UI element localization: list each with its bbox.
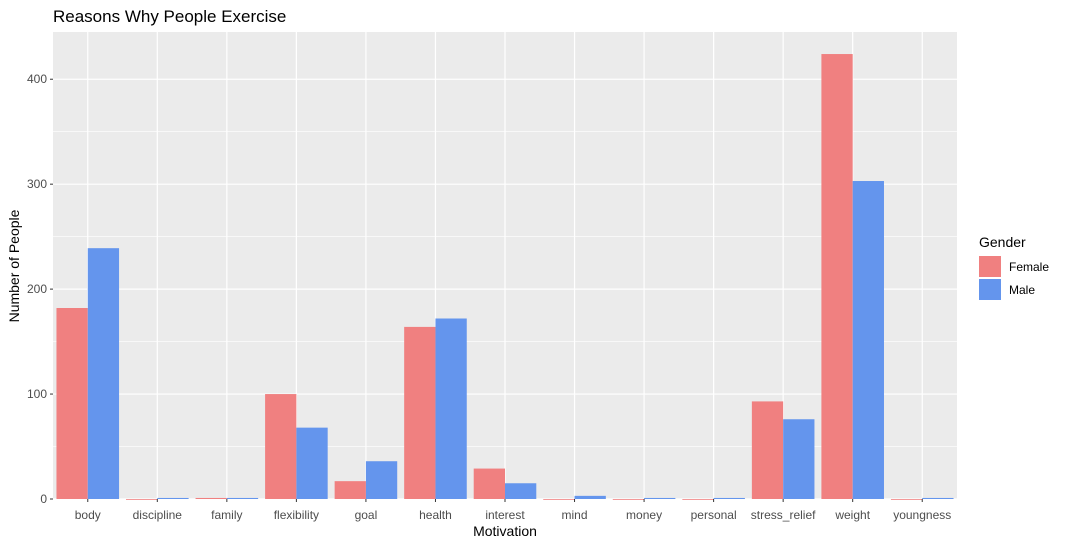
x-tick-label-discipline: discipline xyxy=(133,508,183,522)
legend: Gender Female Male xyxy=(979,234,1049,300)
x-tick-label-stress_relief: stress_relief xyxy=(751,508,816,522)
bar-female-goal xyxy=(334,481,366,499)
bar-male-interest xyxy=(505,483,537,499)
bar-female-personal xyxy=(682,499,714,500)
x-tick-label-youngness: youngness xyxy=(893,508,951,522)
x-tick-label-goal: goal xyxy=(355,508,378,522)
x-tick-label-body: body xyxy=(75,508,101,522)
y-tick-label: 200 xyxy=(27,282,47,296)
bar-female-money xyxy=(612,499,645,500)
chart-title: Reasons Why People Exercise xyxy=(53,7,286,26)
bar-male-goal xyxy=(365,461,398,499)
bar-female-family xyxy=(195,497,227,499)
bar-male-stress_relief xyxy=(783,419,815,499)
bar-male-health xyxy=(435,318,467,499)
y-tick-label: 300 xyxy=(27,177,47,191)
y-tick-label: 400 xyxy=(27,72,47,86)
bar-male-weight xyxy=(852,181,884,500)
legend-key-male xyxy=(979,279,1001,300)
legend-label-male: Male xyxy=(1009,283,1035,297)
x-tick-label-weight: weight xyxy=(834,508,870,522)
bar-male-youngness xyxy=(922,497,954,499)
x-tick-label-interest: interest xyxy=(485,508,525,522)
bar-female-flexibility xyxy=(265,394,297,499)
bar-male-discipline xyxy=(157,497,189,499)
x-axis: body discipline family flexibility goal healt… xyxy=(75,499,951,522)
y-axis: 0 100 200 300 400 xyxy=(27,72,53,506)
legend-key-female xyxy=(979,256,1001,277)
bar-male-mind xyxy=(574,495,606,499)
legend-title: Gender xyxy=(979,234,1026,250)
bar-male-family xyxy=(226,497,259,499)
bar-female-mind xyxy=(543,499,575,500)
bar-female-discipline xyxy=(126,499,158,500)
x-tick-label-mind: mind xyxy=(562,508,588,522)
legend-label-female: Female xyxy=(1009,260,1049,274)
x-tick-label-family: family xyxy=(211,508,242,522)
bar-male-money xyxy=(644,497,676,499)
bars xyxy=(56,54,954,500)
bar-female-body xyxy=(56,308,88,499)
bar-female-stress_relief xyxy=(751,401,784,499)
bar-female-health xyxy=(404,326,436,499)
bar-female-youngness xyxy=(890,499,923,500)
x-tick-label-flexibility: flexibility xyxy=(274,508,319,522)
bar-male-personal xyxy=(713,497,745,499)
x-tick-label-health: health xyxy=(419,508,452,522)
bar-female-weight xyxy=(821,54,853,499)
y-axis-title: Number of People xyxy=(6,209,22,322)
y-tick-label: 100 xyxy=(27,387,47,401)
y-tick-label: 0 xyxy=(40,492,47,506)
bar-male-flexibility xyxy=(296,427,328,499)
x-tick-label-money: money xyxy=(626,508,662,522)
x-axis-title: Motivation xyxy=(473,523,537,539)
x-tick-label-personal: personal xyxy=(691,508,737,522)
bar-female-interest xyxy=(473,468,505,499)
bar-male-body xyxy=(87,248,120,499)
